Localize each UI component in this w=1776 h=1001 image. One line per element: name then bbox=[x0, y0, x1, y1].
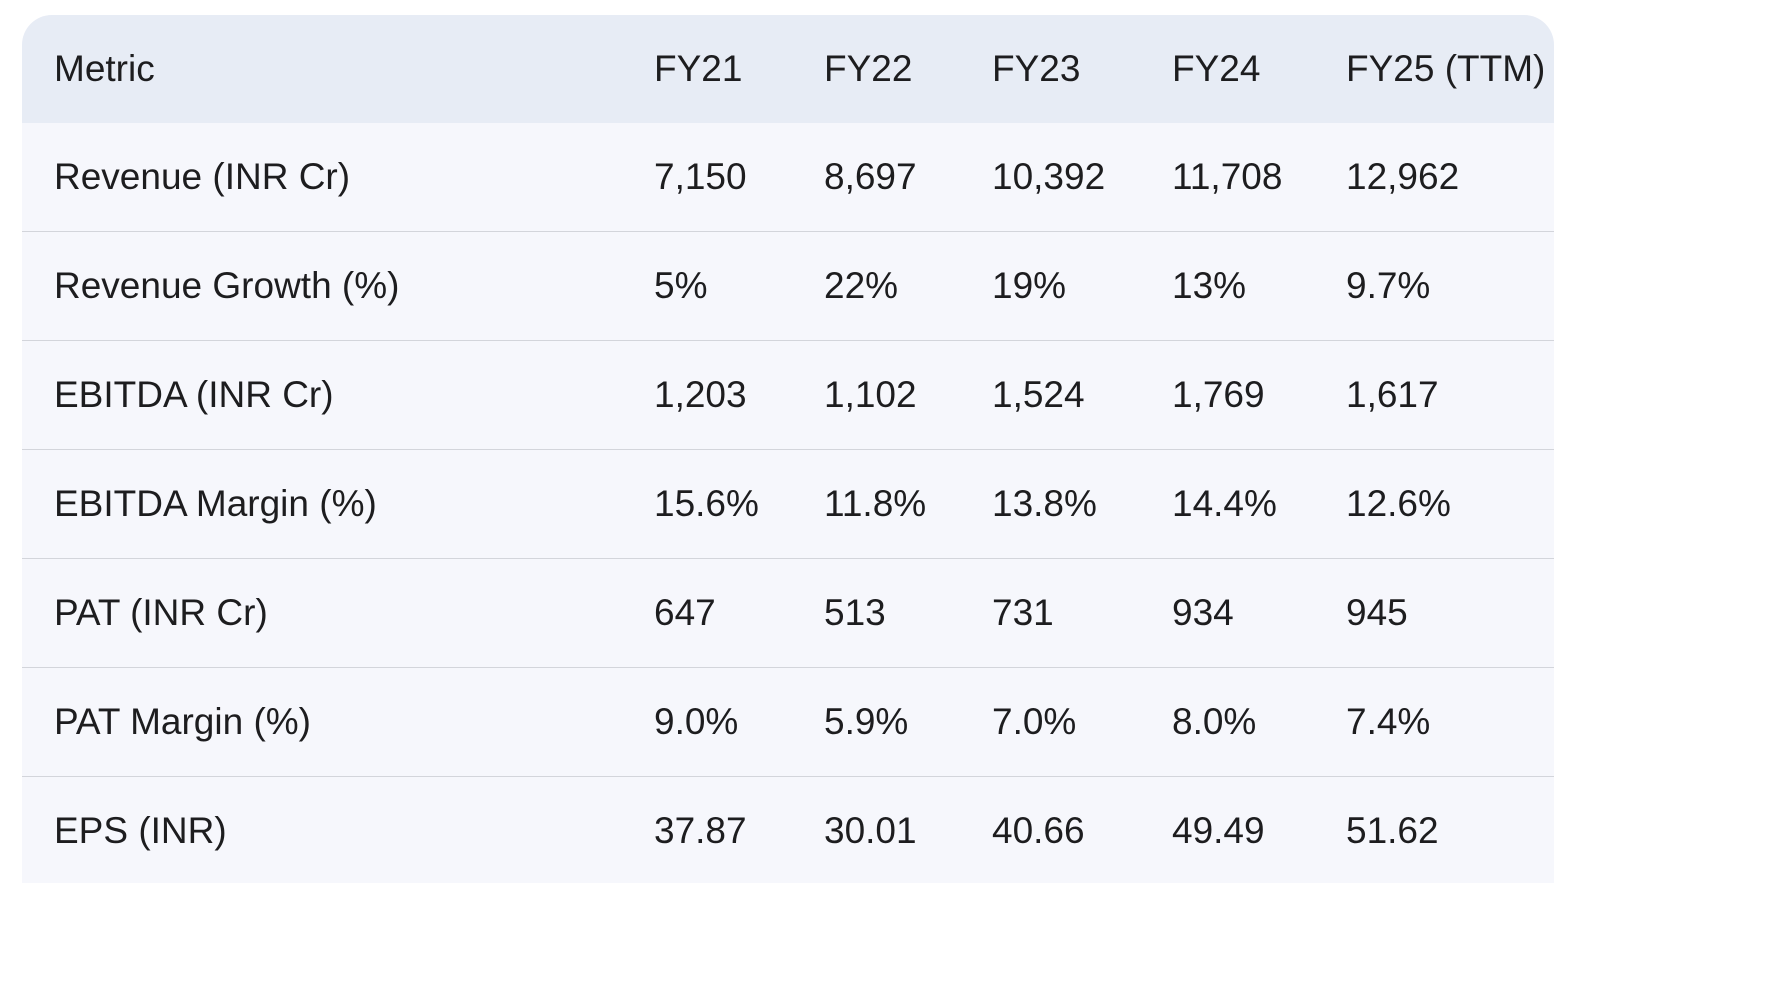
table-cell: 19% bbox=[992, 231, 1172, 341]
table-cell: 49.49 bbox=[1172, 776, 1346, 883]
table-cell: 40.66 bbox=[992, 776, 1172, 883]
table-row: EBITDA (INR Cr) 1,203 1,102 1,524 1,769 … bbox=[22, 340, 1554, 450]
table-cell: 15.6% bbox=[654, 449, 824, 559]
table-cell: 934 bbox=[1172, 558, 1346, 668]
header-metric: Metric bbox=[22, 15, 654, 123]
header-fy24: FY24 bbox=[1172, 15, 1346, 123]
table-cell: 945 bbox=[1346, 558, 1554, 668]
table-cell: 10,392 bbox=[992, 123, 1172, 232]
table-cell: 13.8% bbox=[992, 449, 1172, 559]
table-cell: 7.4% bbox=[1346, 667, 1554, 777]
table-cell: 11,708 bbox=[1172, 123, 1346, 232]
table-cell: 1,524 bbox=[992, 340, 1172, 450]
metric-label: Revenue Growth (%) bbox=[22, 231, 654, 341]
table-cell: 9.0% bbox=[654, 667, 824, 777]
table-cell: 1,769 bbox=[1172, 340, 1346, 450]
table-cell: 51.62 bbox=[1346, 776, 1554, 883]
header-fy21: FY21 bbox=[654, 15, 824, 123]
table-cell: 5% bbox=[654, 231, 824, 341]
table-cell: 22% bbox=[824, 231, 992, 341]
table-cell: 12,962 bbox=[1346, 123, 1554, 232]
header-row: Metric FY21 FY22 FY23 FY24 FY25 (TTM) bbox=[22, 15, 1554, 123]
table-cell: 5.9% bbox=[824, 667, 992, 777]
header-fy23: FY23 bbox=[992, 15, 1172, 123]
metric-label: PAT Margin (%) bbox=[22, 667, 654, 777]
table-cell: 13% bbox=[1172, 231, 1346, 341]
table-cell: 7,150 bbox=[654, 123, 824, 232]
metric-label: EBITDA Margin (%) bbox=[22, 449, 654, 559]
table-cell: 647 bbox=[654, 558, 824, 668]
table-row: Revenue Growth (%) 5% 22% 19% 13% 9.7% bbox=[22, 231, 1554, 341]
table-cell: 8.0% bbox=[1172, 667, 1346, 777]
table-cell: 12.6% bbox=[1346, 449, 1554, 559]
metric-label: EBITDA (INR Cr) bbox=[22, 340, 654, 450]
table-cell: 1,203 bbox=[654, 340, 824, 450]
table-cell: 1,617 bbox=[1346, 340, 1554, 450]
header-fy22: FY22 bbox=[824, 15, 992, 123]
table-cell: 11.8% bbox=[824, 449, 992, 559]
table-cell: 14.4% bbox=[1172, 449, 1346, 559]
financial-metrics-table-card: Metric FY21 FY22 FY23 FY24 FY25 (TTM) Re… bbox=[22, 15, 1554, 883]
metric-label: PAT (INR Cr) bbox=[22, 558, 654, 668]
table-cell: 37.87 bbox=[654, 776, 824, 883]
table-cell: 30.01 bbox=[824, 776, 992, 883]
table-cell: 7.0% bbox=[992, 667, 1172, 777]
table-row: EBITDA Margin (%) 15.6% 11.8% 13.8% 14.4… bbox=[22, 449, 1554, 559]
table-body: Revenue (INR Cr) 7,150 8,697 10,392 11,7… bbox=[22, 123, 1554, 883]
table-row: PAT Margin (%) 9.0% 5.9% 7.0% 8.0% 7.4% bbox=[22, 667, 1554, 777]
table-cell: 513 bbox=[824, 558, 992, 668]
table-header: Metric FY21 FY22 FY23 FY24 FY25 (TTM) bbox=[22, 15, 1554, 123]
table-cell: 9.7% bbox=[1346, 231, 1554, 341]
table-cell: 1,102 bbox=[824, 340, 992, 450]
metric-label: EPS (INR) bbox=[22, 776, 654, 883]
table-row: EPS (INR) 37.87 30.01 40.66 49.49 51.62 bbox=[22, 776, 1554, 883]
table-cell: 8,697 bbox=[824, 123, 992, 232]
table-row: Revenue (INR Cr) 7,150 8,697 10,392 11,7… bbox=[22, 123, 1554, 232]
header-fy25-ttm: FY25 (TTM) bbox=[1346, 15, 1554, 123]
table-cell: 731 bbox=[992, 558, 1172, 668]
metric-label: Revenue (INR Cr) bbox=[22, 123, 654, 232]
table-row: PAT (INR Cr) 647 513 731 934 945 bbox=[22, 558, 1554, 668]
financial-metrics-table: Metric FY21 FY22 FY23 FY24 FY25 (TTM) Re… bbox=[22, 15, 1554, 883]
